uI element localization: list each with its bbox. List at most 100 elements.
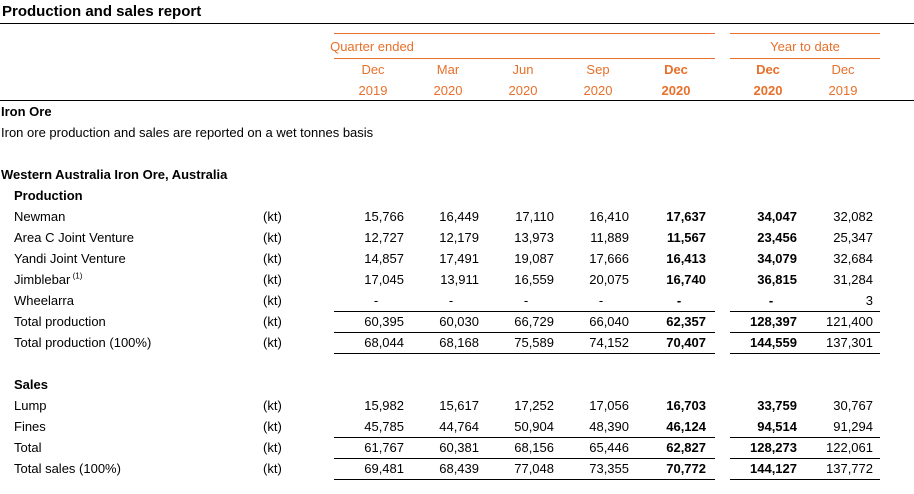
sales-row-unit: (kt) — [263, 461, 282, 476]
production-cell: 20,075 — [589, 272, 629, 287]
production-cell: 25,347 — [833, 230, 873, 245]
total-rule — [730, 437, 880, 438]
column-year-1: 2020 — [433, 83, 463, 98]
production-cell: 34,079 — [757, 251, 797, 266]
production-row-label-text: Newman — [14, 209, 66, 224]
sales-row-unit: (kt) — [263, 419, 282, 434]
production-cell: 12,727 — [364, 230, 404, 245]
production-cell: 19,087 — [514, 251, 554, 266]
production-cell: 74,152 — [589, 335, 629, 350]
quarter-group-top-rule — [334, 33, 715, 34]
sales-cell: 68,439 — [439, 461, 479, 476]
column-year-2: 2020 — [508, 83, 538, 98]
sales-cell: 46,124 — [666, 419, 706, 434]
sales-cell: 70,772 — [666, 461, 706, 476]
production-row-label: Newman — [14, 209, 65, 224]
footnote-marker: (1) — [70, 271, 83, 281]
total-rule — [334, 458, 715, 459]
quarter-ended-text: Quarter ended — [330, 39, 414, 54]
production-row-label-text: Total production (100%) — [14, 335, 152, 350]
production-cell: 66,729 — [514, 314, 554, 329]
production-cell: 16,413 — [666, 251, 706, 266]
total-rule — [334, 332, 715, 333]
production-row-label: Total production — [14, 314, 106, 329]
production-row-label: Jimblebar (1) — [14, 272, 82, 287]
sales-cell: 15,982 — [364, 398, 404, 413]
total-rule — [730, 458, 880, 459]
sales-cell: 68,156 — [514, 440, 554, 455]
production-cell: 13,973 — [514, 230, 554, 245]
sales-row-label: Total — [14, 440, 41, 455]
sales-cell: 73,355 — [589, 461, 629, 476]
production-row-label: Area C Joint Venture — [14, 230, 134, 245]
production-cell: 68,044 — [364, 335, 404, 350]
year-to-date-label: Year to date — [770, 39, 840, 54]
production-cell: 17,666 — [589, 251, 629, 266]
production-cell: - — [448, 293, 454, 308]
total-rule — [334, 353, 715, 354]
sales-row-unit: (kt) — [263, 440, 282, 455]
report-title: Production and sales report — [2, 3, 202, 20]
total-rule — [334, 479, 715, 480]
production-row-label-text: Area C Joint Venture — [14, 230, 134, 245]
production-row-label-text: Jimblebar — [14, 272, 71, 287]
ytd-group-bottom-rule — [730, 58, 880, 59]
sales-cell: 122,061 — [826, 440, 873, 455]
column-year-3: 2020 — [583, 83, 613, 98]
sales-cell: 15,617 — [439, 398, 479, 413]
sales-row-label: Lump — [14, 398, 47, 413]
production-cell: - — [768, 293, 774, 308]
production-row-unit: (kt) — [263, 209, 282, 224]
production-cell: 17,491 — [439, 251, 479, 266]
production-cell: - — [676, 293, 682, 308]
production-row-label: Yandi Joint Venture — [14, 251, 126, 266]
sales-row-unit: (kt) — [263, 398, 282, 413]
sales-cell: 44,764 — [439, 419, 479, 434]
production-cell: 11,889 — [590, 230, 629, 245]
production-cell: 14,857 — [364, 251, 404, 266]
sales-cell: 60,381 — [439, 440, 479, 455]
production-cell: 16,449 — [439, 209, 479, 224]
production-cell: 34,047 — [757, 209, 797, 224]
sales-cell: 137,772 — [826, 461, 873, 476]
production-cell: 66,040 — [589, 314, 629, 329]
production-cell: 36,815 — [757, 272, 797, 287]
column-year-4: 2020 — [661, 83, 691, 98]
production-cell: 13,911 — [440, 272, 479, 287]
production-cell: 17,110 — [515, 209, 554, 224]
column-month-3: Sep — [586, 62, 610, 77]
production-cell: 62,357 — [666, 314, 706, 329]
column-month-5: Dec — [756, 62, 780, 77]
ytd-group-top-rule — [730, 33, 880, 34]
production-cell: 137,301 — [826, 335, 873, 350]
production-row-label: Wheelarra — [14, 293, 74, 308]
column-month-6: Dec — [831, 62, 855, 77]
total-rule — [730, 353, 880, 354]
sales-row-label-text: Fines — [14, 419, 46, 434]
production-cell: 68,168 — [439, 335, 479, 350]
sales-cell: 50,904 — [514, 419, 554, 434]
total-rule — [334, 437, 715, 438]
production-row-unit: (kt) — [263, 230, 282, 245]
quarter-ended-label: Quarter ended — [330, 39, 790, 54]
production-heading: Production — [14, 188, 83, 203]
production-cell: 60,395 — [364, 314, 404, 329]
production-cell: 17,637 — [666, 209, 706, 224]
column-year-6: 2019 — [828, 83, 858, 98]
column-year-0: 2019 — [358, 83, 388, 98]
sales-cell: 61,767 — [364, 440, 404, 455]
production-cell: 31,284 — [833, 272, 873, 287]
production-cell: 60,030 — [439, 314, 479, 329]
production-row-label-text: Total production — [14, 314, 106, 329]
sales-row-label: Total sales (100%) — [14, 461, 121, 476]
sales-cell: 91,294 — [833, 419, 873, 434]
sales-cell: 48,390 — [589, 419, 629, 434]
production-row-unit: (kt) — [263, 272, 282, 287]
sales-heading: Sales — [14, 377, 48, 392]
production-row-unit: (kt) — [263, 293, 282, 308]
production-cell: 15,766 — [364, 209, 404, 224]
sales-cell: 45,785 — [364, 419, 404, 434]
column-month-4: Dec — [664, 62, 688, 77]
production-cell: 16,559 — [514, 272, 554, 287]
column-year-5: 2020 — [753, 83, 783, 98]
